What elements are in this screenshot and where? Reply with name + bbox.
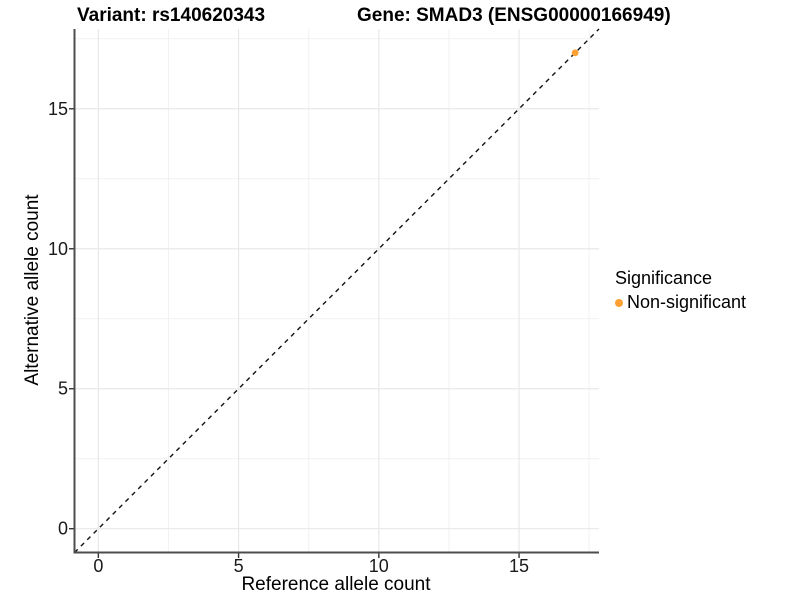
x-tick-label: 5: [234, 556, 244, 576]
y-axis-title: Alternative allele count: [22, 194, 43, 386]
x-axis-title: Reference allele count: [241, 574, 431, 595]
plot-title-gene: Gene: SMAD3 (ENSG00000166949): [357, 5, 671, 26]
y-tick-label: 5: [58, 379, 68, 399]
x-tick-label: 15: [509, 556, 529, 576]
legend-item-label: Non-significant: [627, 292, 747, 312]
legend-point-icon: [615, 298, 623, 307]
x-tick-label: 0: [93, 556, 103, 576]
legend-item: Non-significant: [615, 292, 746, 313]
y-tick-label: 0: [58, 519, 68, 539]
data-point: [571, 49, 579, 57]
legend-title: Significance: [615, 268, 713, 288]
x-tick-label: 10: [369, 556, 389, 576]
legend: Significance Non-significant: [615, 268, 746, 313]
plot-title-variant: Variant: rs140620343: [77, 5, 266, 26]
y-tick-label: 15: [48, 99, 68, 119]
identity-dashed-line: [74, 28, 600, 553]
y-tick-label: 10: [48, 239, 68, 259]
